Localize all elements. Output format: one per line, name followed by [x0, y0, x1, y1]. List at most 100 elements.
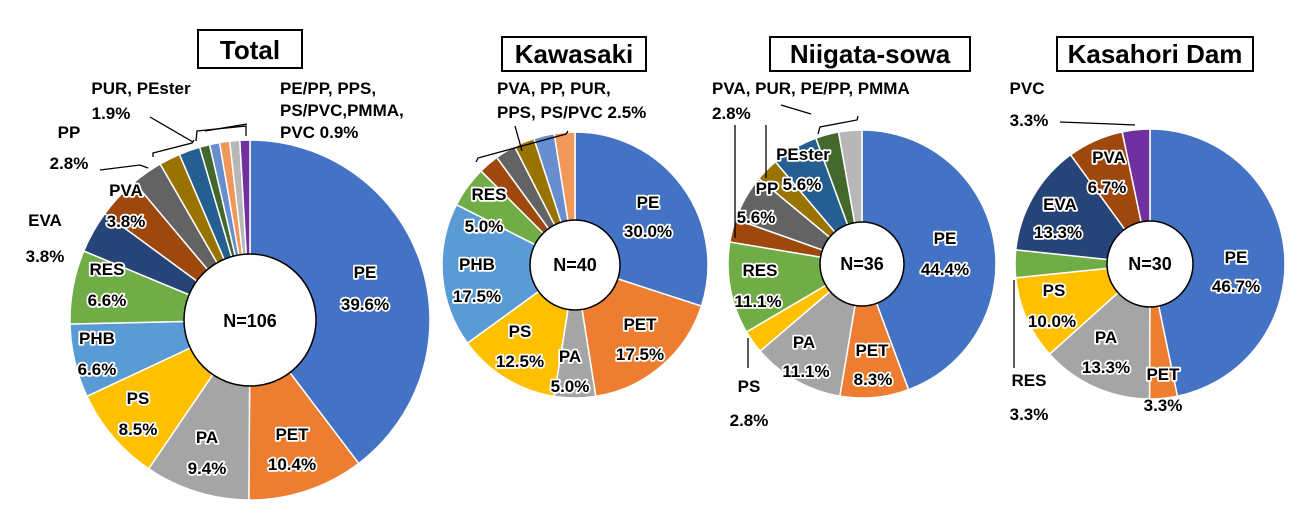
- slice-label: PE: [354, 263, 377, 282]
- pie-chart-kawasaki: Kawasaki N=40 PE 30.0% PET 17.5% PA 5.0%…: [441, 36, 709, 399]
- slice-value: 9.4%: [188, 459, 227, 478]
- slice-value: 17.5%: [453, 287, 501, 306]
- group-label-line: PVC 0.9%: [280, 123, 358, 142]
- leader-line: [780, 104, 812, 115]
- slice-value: 3.8%: [26, 247, 65, 266]
- center-hole: [819, 221, 905, 307]
- title-box: [1056, 36, 1254, 72]
- n-label: N=40: [553, 255, 597, 275]
- slice-label: RES: [1012, 371, 1047, 390]
- slice-value: 46.7%: [1212, 277, 1260, 296]
- slice-value: 6.7%: [1088, 178, 1127, 197]
- center-hole: [529, 219, 621, 311]
- leader-line: [149, 116, 194, 143]
- slice-label: PS: [509, 322, 532, 341]
- group-bracket: [817, 115, 859, 135]
- slice-label: PHB: [79, 329, 115, 348]
- group-bracket: [152, 139, 195, 157]
- slice-label: PA: [793, 333, 815, 352]
- group-label-line: PVA, PUR, PE/PP, PMMA: [712, 79, 910, 98]
- chart-title: Niigata-sowa: [790, 39, 951, 69]
- slice-label: PS: [127, 389, 150, 408]
- n-label: N=36: [840, 254, 884, 274]
- slice-value: 13.3%: [1034, 223, 1082, 242]
- group-label-line: PVA, PP, PUR,: [497, 79, 611, 98]
- slice-label: PVA: [109, 181, 143, 200]
- pie-slice-phb: [441, 203, 577, 345]
- pie-slice-pe: [861, 129, 997, 391]
- slice-value: 10.0%: [1028, 312, 1076, 331]
- leader-line: [99, 164, 149, 171]
- slice-label: EVA: [1043, 195, 1077, 214]
- slice-label: RES: [472, 185, 507, 204]
- slice-label: PA: [1095, 328, 1117, 347]
- slice-label: PET: [855, 341, 889, 360]
- slice-value: 3.8%: [107, 212, 146, 231]
- slice-label: PE: [637, 193, 660, 212]
- n-label: N=106: [223, 311, 277, 331]
- slice-label: PVC: [1010, 79, 1045, 98]
- slice-value: 5.0%: [551, 377, 590, 396]
- slice-label: PP: [756, 179, 779, 198]
- slice-value: 5.0%: [465, 217, 504, 236]
- slice-value: 17.5%: [616, 345, 664, 364]
- slice-value: 3.3%: [1010, 405, 1049, 424]
- pie-slice-pe: [249, 139, 431, 465]
- slice-label: RES: [90, 260, 125, 279]
- group-label-line: PUR, PEster: [91, 79, 191, 98]
- slice-label: RES: [743, 261, 778, 280]
- n-label: N=30: [1128, 254, 1172, 274]
- slice-value: 10.4%: [268, 455, 316, 474]
- pie-chart-kasahori-dam: Kasahori Dam N=30 PE 46.7% PET 3.3% PA 1…: [1010, 36, 1286, 424]
- slice-value: 5.6%: [737, 208, 776, 227]
- slice-label: PET: [275, 425, 309, 444]
- slice-label: EVA: [28, 211, 62, 230]
- group-label-line: PS/PVC,PMMA,: [280, 101, 404, 120]
- slice-value: 8.5%: [119, 420, 158, 439]
- slice-label: PS: [738, 377, 761, 396]
- group-label-line: PE/PP, PPS,: [280, 79, 376, 98]
- slice-label: PA: [196, 428, 218, 447]
- slice-label: PE: [1225, 248, 1248, 267]
- pie-slice-pe: [1149, 128, 1286, 398]
- slice-label: PS: [1043, 281, 1066, 300]
- group-label-line: 1.9%: [92, 104, 131, 123]
- slice-value: 2.8%: [730, 411, 769, 430]
- slice-value: 11.1%: [734, 292, 781, 311]
- pie-chart-niigata-sowa: Niigata-sowa N=36 PE 44.4% PET 8.3% PA 1…: [712, 36, 997, 430]
- slice-value: 12.5%: [496, 352, 544, 371]
- group-label-line: PPS, PS/PVC 2.5%: [497, 103, 646, 122]
- slice-label: PVA: [1092, 148, 1126, 167]
- center-hole: [183, 253, 317, 387]
- slice-label: PET: [1146, 365, 1180, 384]
- slice-label: PET: [623, 315, 657, 334]
- group-bracket: [195, 125, 247, 142]
- slice-label: PE: [934, 229, 957, 248]
- slice-label: PHB: [459, 255, 495, 274]
- title-box: [501, 36, 647, 72]
- pie-chart-total: Total N=106 PE 39.6% PET 10.4% PA 9.4% P…: [26, 29, 431, 501]
- title-box: [197, 29, 303, 69]
- slice-label: PP: [58, 123, 81, 142]
- slice-value: 6.6%: [88, 291, 127, 310]
- slice-value: 30.0%: [624, 222, 672, 241]
- slice-value: 3.3%: [1144, 396, 1183, 415]
- slice-value: 11.1%: [782, 362, 829, 381]
- group-label-line: 2.8%: [712, 104, 751, 123]
- slice-value: 13.3%: [1082, 358, 1130, 377]
- slice-value: 44.4%: [921, 260, 969, 279]
- title-box: [769, 36, 971, 72]
- chart-title: Kasahori Dam: [1068, 39, 1243, 69]
- slice-label: PEster: [776, 145, 830, 164]
- slice-value: 8.3%: [854, 370, 893, 389]
- slice-label: PA: [559, 347, 581, 366]
- leader-line: [1059, 121, 1136, 126]
- slice-value: 5.6%: [783, 175, 822, 194]
- slice-value: 39.6%: [341, 295, 389, 314]
- chart-title: Total: [220, 35, 280, 65]
- slice-value: 3.3%: [1010, 111, 1049, 130]
- chart-title: Kawasaki: [515, 39, 634, 69]
- group-bracket: [475, 130, 569, 163]
- slice-value: 6.6%: [78, 360, 117, 379]
